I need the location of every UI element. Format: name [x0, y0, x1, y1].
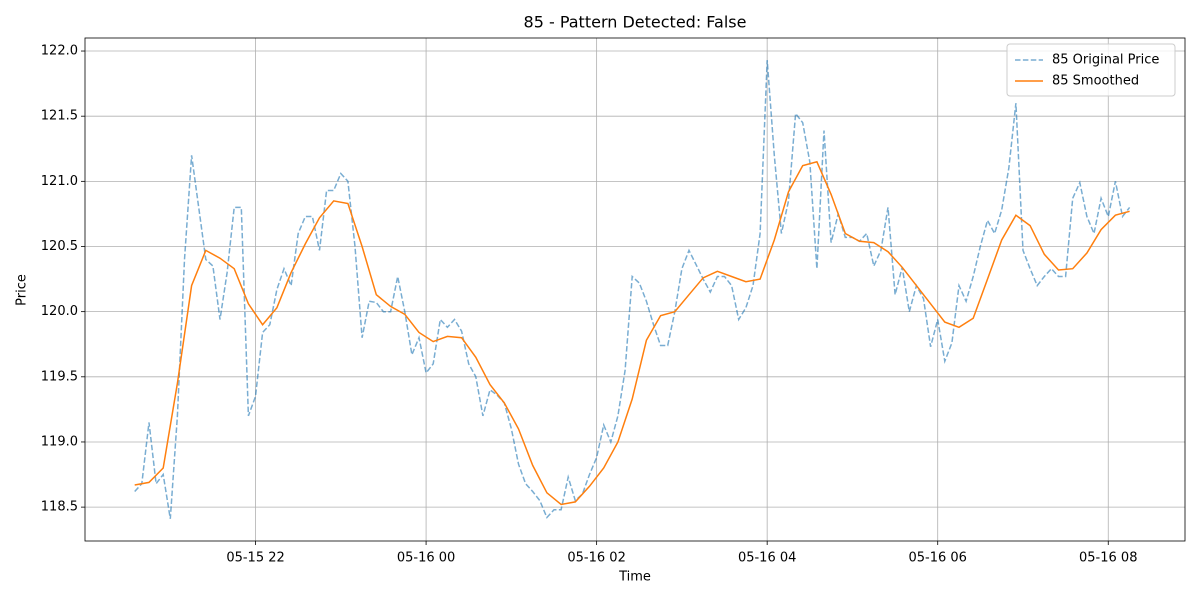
legend-box [1006, 43, 1176, 97]
chart-title: 85 - Pattern Detected: False [524, 13, 747, 32]
legend-label: 85 Original Price [1052, 53, 1159, 68]
y-tick-label: 120.0 [41, 304, 78, 319]
y-tick-label: 121.0 [41, 174, 78, 189]
x-tick-label: 05-16 06 [908, 551, 966, 566]
line [134, 60, 1131, 519]
y-axis-label: Price [15, 274, 30, 306]
x-tick-label: 05-16 00 [397, 551, 455, 566]
y-tick-label: 121.5 [41, 109, 78, 124]
line [134, 160, 1130, 506]
x-axis-label: Time [618, 570, 651, 585]
plot-frame [84, 37, 1186, 542]
x-tick-label: 05-15 22 [226, 551, 284, 566]
y-tick-label: 119.5 [41, 369, 78, 384]
x-tick-label: 05-16 02 [567, 551, 625, 566]
x-tick-label: 05-16 04 [738, 551, 796, 566]
legend-label: 85 Smoothed [1052, 74, 1139, 89]
legend: 85 Original Price 85 Smoothed [1006, 43, 1176, 97]
x-tick-label: 05-16 08 [1079, 551, 1137, 566]
y-tick-label: 122.0 [41, 44, 78, 59]
y-tick-label: 120.5 [41, 239, 78, 254]
y-tick-label: 118.5 [41, 500, 78, 515]
y-tick-label: 119.0 [41, 434, 78, 449]
